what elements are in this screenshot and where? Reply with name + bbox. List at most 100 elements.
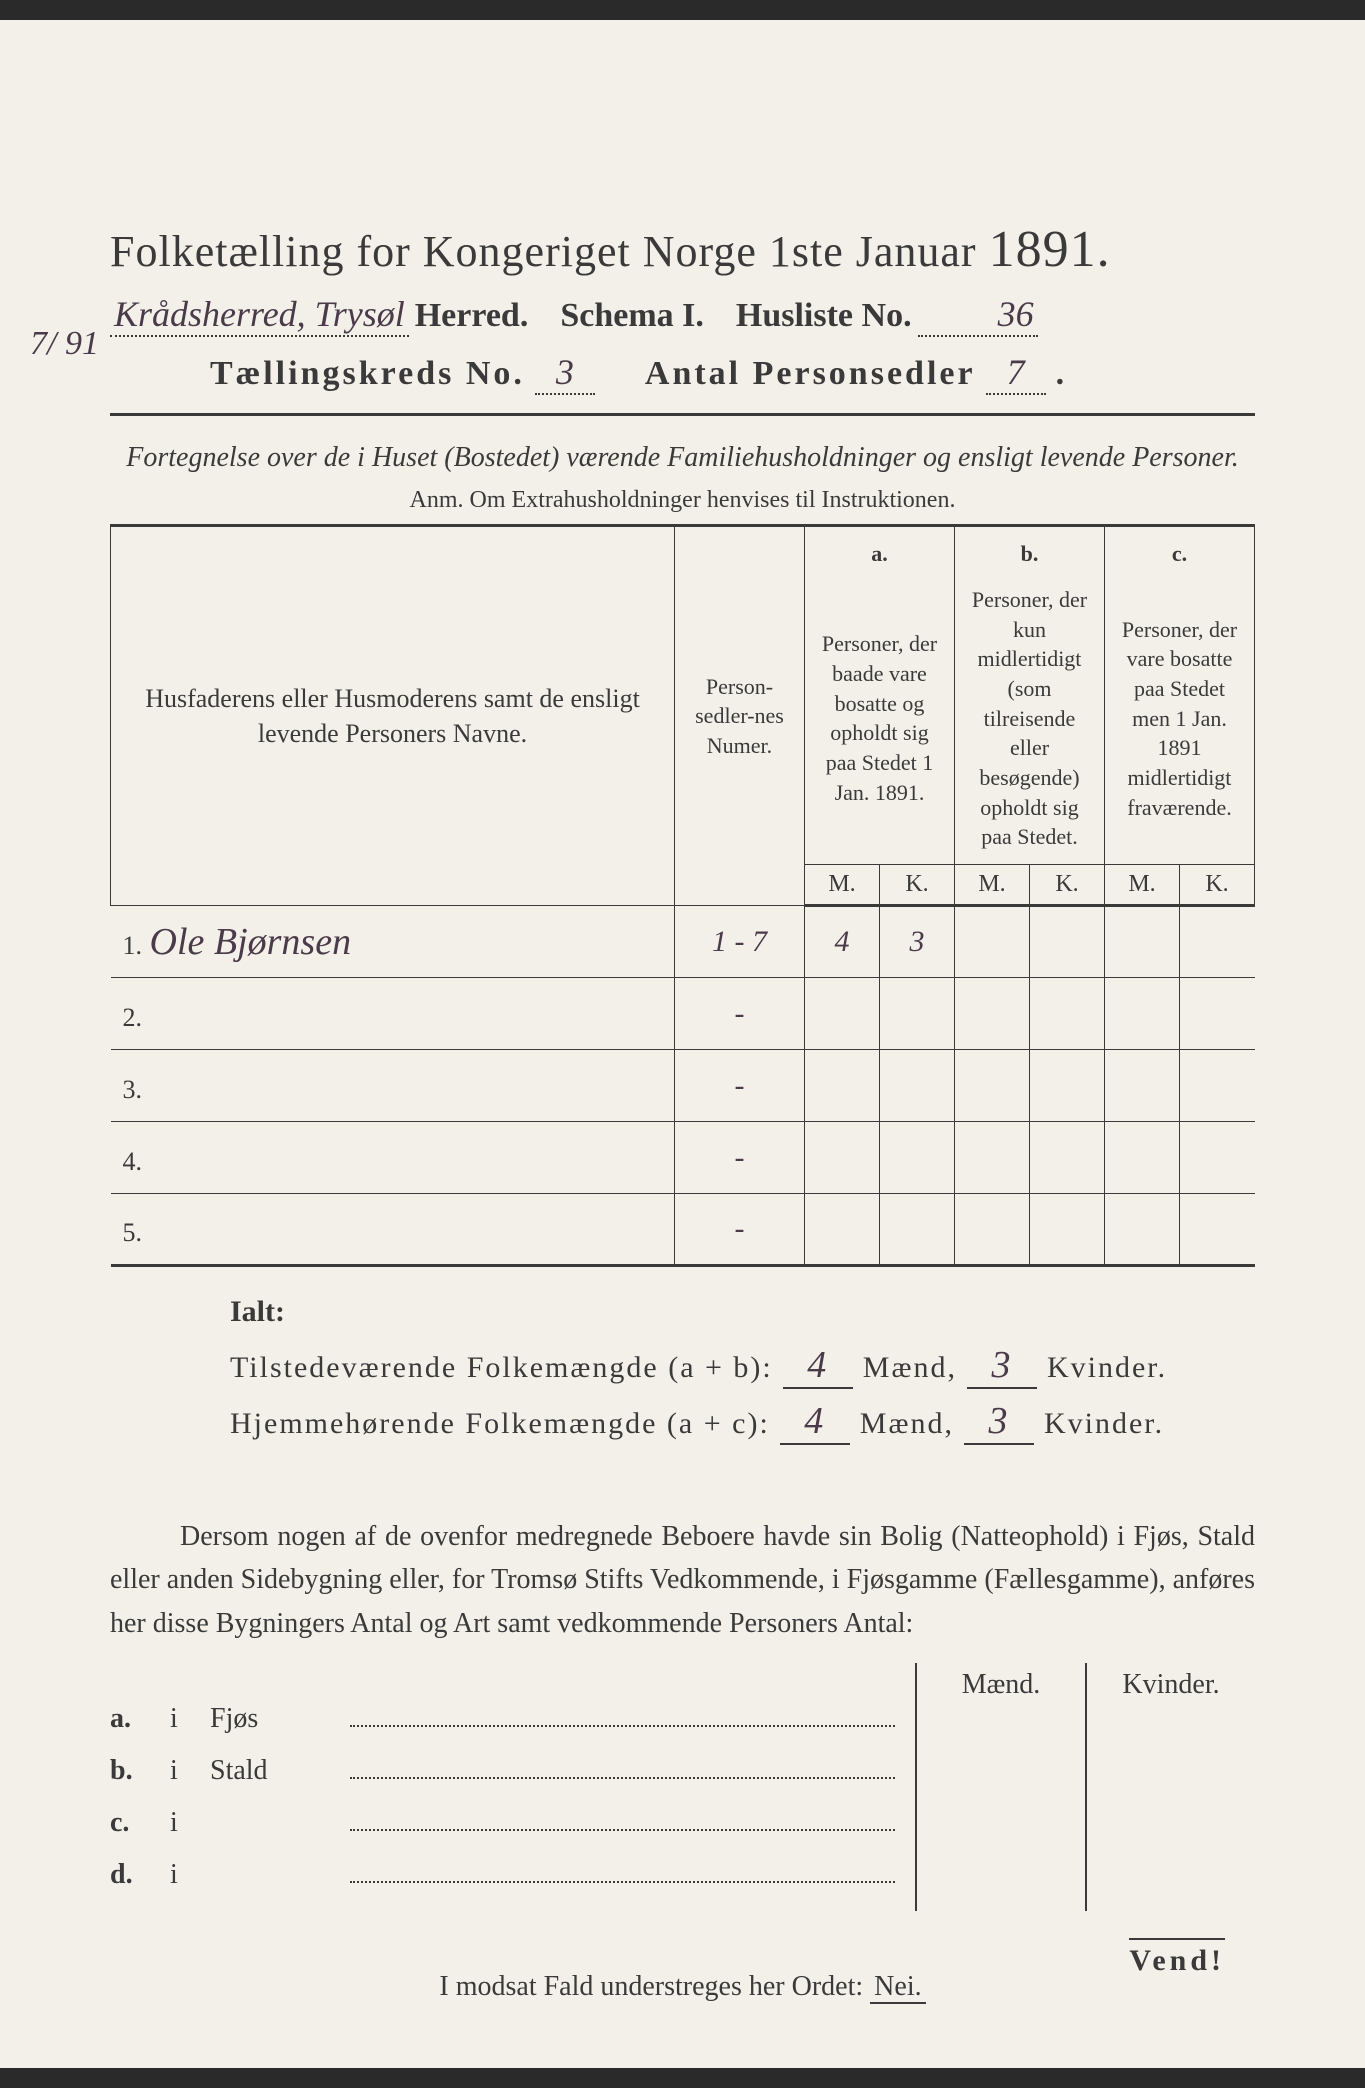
ialt-r2-label: Hjemmehørende Folkemængde (a + c):	[230, 1407, 770, 1441]
side-row-i: i	[170, 1807, 210, 1839]
ialt-kvinder-2: Kvinder.	[1044, 1407, 1164, 1441]
sedler-value: 7	[986, 351, 1046, 395]
col-c-label: c.	[1105, 526, 1255, 573]
row-numer: -	[675, 978, 805, 1050]
row-a-m	[805, 978, 880, 1050]
row-a-m	[805, 1122, 880, 1194]
dotted-line-icon	[350, 1863, 895, 1883]
row-c-m	[1105, 1194, 1180, 1266]
footer-line: I modsat Fald understreges her Ordet: Ne…	[110, 1971, 1255, 2003]
side-row-lbl: b.	[110, 1755, 170, 1787]
row-c-m	[1105, 1122, 1180, 1194]
row-c-k	[1180, 1194, 1255, 1266]
col-b-k: K.	[1030, 865, 1105, 906]
margin-date: 7/ 91	[30, 325, 99, 363]
row-b-k	[1030, 1050, 1105, 1122]
row-c-k	[1180, 1122, 1255, 1194]
footer-nei: Nei.	[870, 1971, 925, 2004]
col-header-names: Husfaderens eller Husmoderens samt de en…	[111, 526, 675, 906]
row-c-k	[1180, 978, 1255, 1050]
row-num: 4.	[123, 1147, 143, 1176]
row-a-k	[880, 978, 955, 1050]
row-num: 5.	[123, 1218, 143, 1247]
dotted-line-icon	[350, 1811, 895, 1831]
husliste-value: 36	[918, 293, 1038, 337]
title-text: Folketælling for Kongeriget Norge 1ste J…	[110, 227, 977, 276]
row-a-k: 3	[880, 906, 955, 978]
row-b-k	[1030, 906, 1105, 978]
title-year: 1891.	[989, 221, 1111, 278]
row-name: Ole Bjørnsen	[150, 921, 352, 963]
divider-icon	[110, 413, 1255, 416]
totals-block: Ialt: Tilstedeværende Folkemængde (a + b…	[110, 1295, 1255, 1445]
dotted-line-icon	[350, 1707, 895, 1727]
row-num: 2.	[123, 1003, 143, 1032]
col-c-text: Personer, der vare bosatte paa Stedet me…	[1105, 573, 1255, 865]
row-a-m	[805, 1050, 880, 1122]
table-row: 3. -	[111, 1050, 1255, 1122]
row-a-k	[880, 1050, 955, 1122]
census-form-page: 7/ 91 Folketælling for Kongeriget Norge …	[0, 20, 1365, 2068]
form-title: Folketælling for Kongeriget Norge 1ste J…	[110, 220, 1255, 279]
kreds-label: Tællingskreds No.	[210, 355, 525, 393]
dotted-line-icon	[350, 1759, 895, 1779]
side-row-i: i	[170, 1703, 210, 1735]
sedler-label: Antal Personsedler	[645, 355, 976, 393]
row-c-m	[1105, 1050, 1180, 1122]
col-header-numer: Person-sedler-nes Numer.	[675, 526, 805, 906]
row-b-m	[955, 1194, 1030, 1266]
row-c-m	[1105, 906, 1180, 978]
form-anm: Anm. Om Extrahusholdninger henvises til …	[110, 487, 1255, 514]
row-numer: 1 - 7	[675, 906, 805, 978]
row-b-m	[955, 1122, 1030, 1194]
ialt-r1-m: 4	[783, 1343, 853, 1389]
row-c-k	[1180, 906, 1255, 978]
table-row: 2. -	[111, 978, 1255, 1050]
ialt-row-1: Tilstedeværende Folkemængde (a + b): 4 M…	[230, 1343, 1255, 1389]
ialt-r1-label: Tilstedeværende Folkemængde (a + b):	[230, 1351, 773, 1385]
row-c-m	[1105, 978, 1180, 1050]
ialt-row-2: Hjemmehørende Folkemængde (a + c): 4 Mæn…	[230, 1399, 1255, 1445]
vend-label: Vend!	[1129, 1938, 1225, 1978]
ialt-title: Ialt:	[230, 1295, 1255, 1329]
col-names-text: Husfaderens eller Husmoderens samt de en…	[145, 684, 640, 748]
col-c-m: M.	[1105, 865, 1180, 906]
col-a-label: a.	[805, 526, 955, 573]
col-c-k: K.	[1180, 865, 1255, 906]
side-row: d.i	[110, 1859, 895, 1911]
row-numer: -	[675, 1122, 805, 1194]
schema-label: Schema I.	[560, 297, 704, 335]
row-a-m: 4	[805, 906, 880, 978]
side-col-kvinder: Kvinder.	[1087, 1663, 1255, 1911]
side-row-i: i	[170, 1755, 210, 1787]
header-line-1: Krådsherred, Trysøl Herred. Schema I. Hu…	[110, 293, 1255, 337]
ialt-r2-k: 3	[964, 1399, 1034, 1445]
table-row: 1. Ole Bjørnsen1 - 743	[111, 906, 1255, 978]
side-row-lbl: a.	[110, 1703, 170, 1735]
row-c-k	[1180, 1050, 1255, 1122]
side-row: b.iStald	[110, 1755, 895, 1807]
side-col-maend: Mænd.	[917, 1663, 1087, 1911]
row-a-k	[880, 1122, 955, 1194]
herred-label: Herred.	[415, 297, 529, 335]
col-a-k: K.	[880, 865, 955, 906]
ialt-r2-m: 4	[780, 1399, 850, 1445]
side-row-cat: Stald	[210, 1755, 350, 1787]
row-numer: -	[675, 1050, 805, 1122]
col-a-m: M.	[805, 865, 880, 906]
row-b-k	[1030, 1122, 1105, 1194]
side-row-lbl: c.	[110, 1807, 170, 1839]
table-row: 5. -	[111, 1194, 1255, 1266]
census-table: Husfaderens eller Husmoderens samt de en…	[110, 524, 1255, 1267]
side-row-cat: Fjøs	[210, 1703, 350, 1735]
side-row-lbl: d.	[110, 1859, 170, 1891]
table-row: 4. -	[111, 1122, 1255, 1194]
form-subtitle: Fortegnelse over de i Huset (Bostedet) v…	[110, 438, 1255, 477]
row-b-m	[955, 978, 1030, 1050]
footer-pre: I modsat Fald understreges her Ordet:	[439, 1971, 863, 2002]
col-b-text: Personer, der kun midlertidigt (som tilr…	[955, 573, 1105, 865]
col-b-label: b.	[955, 526, 1105, 573]
row-b-m	[955, 1050, 1030, 1122]
row-a-k	[880, 1194, 955, 1266]
ialt-r1-k: 3	[967, 1343, 1037, 1389]
